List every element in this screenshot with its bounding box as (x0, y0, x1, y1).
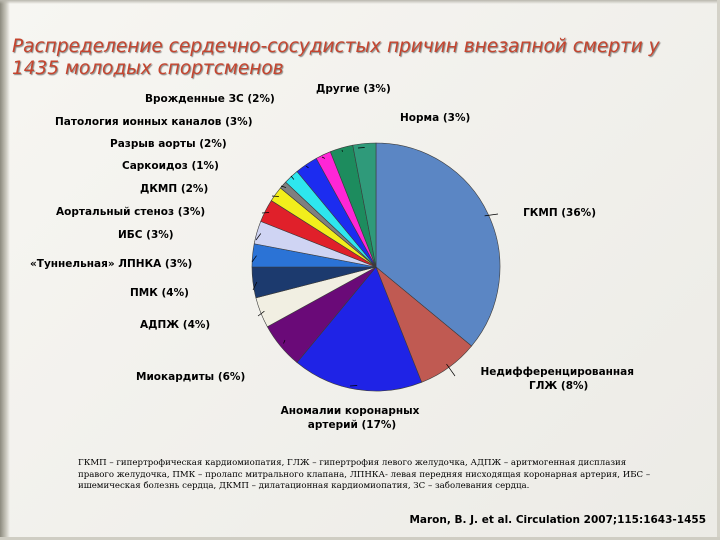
leader-line (252, 281, 258, 291)
slide-right-border (717, 0, 720, 540)
leader-line (280, 185, 287, 188)
source-citation: Maron, B. J. et al. Circulation 2007;115… (409, 514, 706, 526)
slice-label: ИБС (3%) (118, 229, 174, 241)
slice-label: Аномалии коронарных артерий (17%) (281, 405, 420, 431)
leader-line (257, 310, 265, 317)
slice-label: «Туннельная» ЛПНКА (3%) (30, 258, 192, 270)
slice-label: Саркоидоз (1%) (122, 160, 219, 172)
slide-title: Распределение сердечно-сосудистых причин… (12, 36, 660, 79)
leader-line (341, 149, 343, 152)
leader-line (283, 339, 286, 344)
slice-label: Недифференцированная ГЛЖ (8%) (480, 366, 634, 392)
slice-label: Другие (3%) (316, 83, 391, 95)
slice-label: ГКМП (36%) (523, 207, 596, 219)
slice-label: Аортальный стеноз (3%) (56, 206, 205, 218)
slice-label: Миокардиты (6%) (136, 371, 245, 383)
leader-line (261, 212, 270, 214)
leader-line (484, 213, 499, 217)
slice-label: Разрыв аорты (2%) (110, 138, 227, 150)
pie-slice (375, 142, 501, 347)
abbreviations-footnote: ГКМП – гипертрофическая кардиомиопатия, … (78, 458, 651, 491)
pie-slice (296, 266, 423, 392)
leader-line (321, 156, 326, 159)
leader-line (357, 147, 365, 149)
slice-label: АДПЖ (4%) (140, 319, 210, 331)
leader-line (305, 165, 309, 169)
slide-top-border (0, 0, 720, 4)
slice-label: ДКМП (2%) (140, 183, 208, 195)
pie-slice (352, 142, 377, 268)
slide-bottom-border (0, 537, 720, 540)
leader-line (251, 255, 257, 263)
slice-label: Норма (3%) (400, 112, 470, 124)
slice-label: Патология ионных каналов (3%) (55, 116, 253, 128)
leader-line (349, 385, 358, 387)
leader-line (255, 233, 262, 241)
slice-label: ПМК (4%) (130, 287, 189, 299)
leader-line (290, 175, 295, 180)
leader-line (446, 363, 456, 377)
leader-line (271, 195, 279, 197)
slice-label: Врожденные ЗС (2%) (145, 93, 275, 105)
slide-left-border (0, 0, 10, 540)
